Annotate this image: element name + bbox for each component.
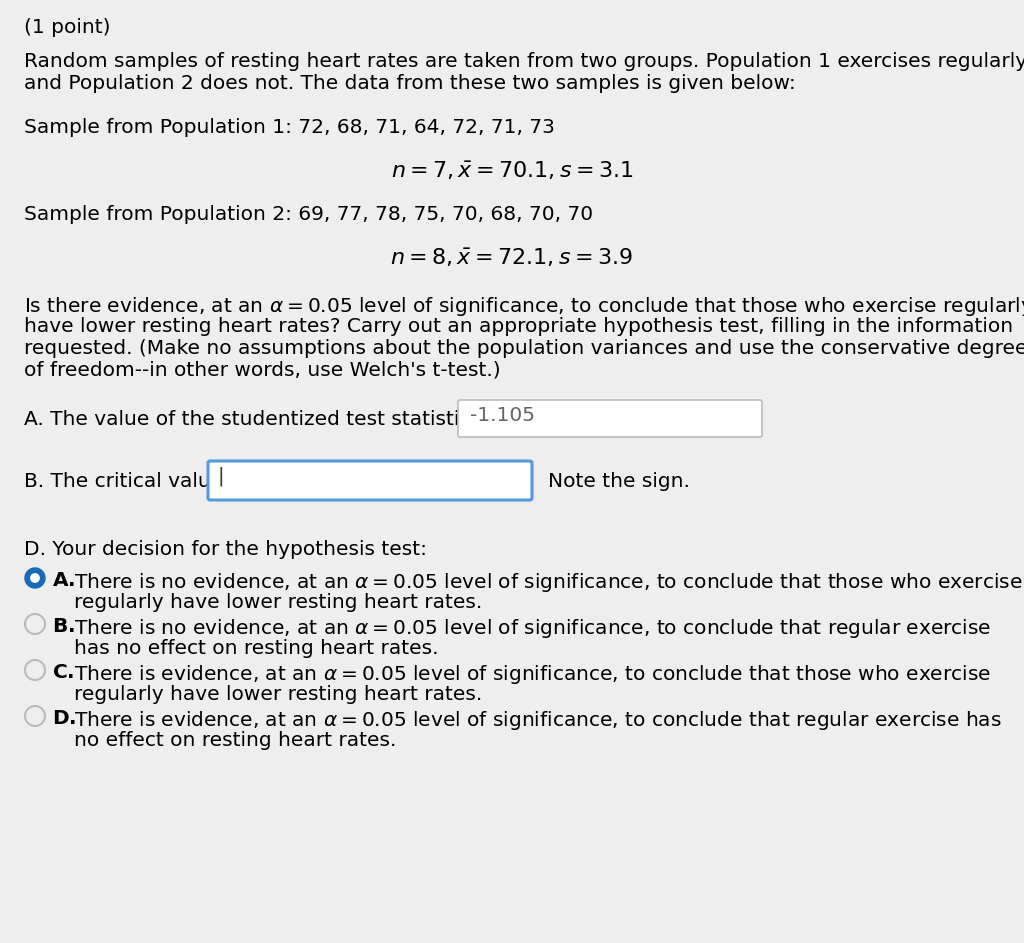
Text: -1.105: -1.105 bbox=[470, 406, 535, 425]
Text: There is no evidence, at an $\alpha = 0.05$ level of significance, to conclude t: There is no evidence, at an $\alpha = 0.… bbox=[74, 617, 991, 640]
Text: B. The critical value:: B. The critical value: bbox=[24, 472, 230, 491]
Text: $\mathbf{C.}$: $\mathbf{C.}$ bbox=[52, 663, 75, 682]
FancyBboxPatch shape bbox=[458, 400, 762, 437]
Text: |: | bbox=[218, 467, 224, 487]
Text: (1 point): (1 point) bbox=[24, 18, 111, 37]
Circle shape bbox=[25, 568, 45, 588]
Text: $n = 7, \bar{x} = 70.1, s = 3.1$: $n = 7, \bar{x} = 70.1, s = 3.1$ bbox=[391, 160, 633, 182]
Text: $\mathbf{D.}$: $\mathbf{D.}$ bbox=[52, 709, 76, 728]
Text: regularly have lower resting heart rates.: regularly have lower resting heart rates… bbox=[74, 593, 482, 612]
Text: There is evidence, at an $\alpha = 0.05$ level of significance, to conclude that: There is evidence, at an $\alpha = 0.05$… bbox=[74, 663, 991, 686]
Text: A. The value of the studentized test statistic:: A. The value of the studentized test sta… bbox=[24, 410, 477, 429]
Text: $n = 8, \bar{x} = 72.1, s = 3.9$: $n = 8, \bar{x} = 72.1, s = 3.9$ bbox=[390, 247, 634, 270]
Text: $\mathbf{B.}$: $\mathbf{B.}$ bbox=[52, 617, 75, 636]
Text: D. Your decision for the hypothesis test:: D. Your decision for the hypothesis test… bbox=[24, 540, 427, 559]
Text: of freedom--in other words, use Welch's t-test.): of freedom--in other words, use Welch's … bbox=[24, 361, 501, 380]
Text: Sample from Population 1: 72, 68, 71, 64, 72, 71, 73: Sample from Population 1: 72, 68, 71, 64… bbox=[24, 118, 555, 137]
FancyBboxPatch shape bbox=[208, 461, 532, 500]
Text: Note the sign.: Note the sign. bbox=[548, 472, 690, 491]
Text: has no effect on resting heart rates.: has no effect on resting heart rates. bbox=[74, 639, 438, 658]
Text: $\mathbf{A.}$: $\mathbf{A.}$ bbox=[52, 571, 75, 590]
Text: requested. (Make no assumptions about the population variances and use the conse: requested. (Make no assumptions about th… bbox=[24, 339, 1024, 358]
Circle shape bbox=[31, 573, 39, 582]
Text: regularly have lower resting heart rates.: regularly have lower resting heart rates… bbox=[74, 685, 482, 704]
Text: Is there evidence, at an $\alpha = 0.05$ level of significance, to conclude that: Is there evidence, at an $\alpha = 0.05$… bbox=[24, 295, 1024, 318]
Text: There is evidence, at an $\alpha = 0.05$ level of significance, to conclude that: There is evidence, at an $\alpha = 0.05$… bbox=[74, 709, 1001, 732]
Text: There is no evidence, at an $\alpha = 0.05$ level of significance, to conclude t: There is no evidence, at an $\alpha = 0.… bbox=[74, 571, 1023, 594]
Text: Sample from Population 2: 69, 77, 78, 75, 70, 68, 70, 70: Sample from Population 2: 69, 77, 78, 75… bbox=[24, 205, 593, 224]
Text: Random samples of resting heart rates are taken from two groups. Population 1 ex: Random samples of resting heart rates ar… bbox=[24, 52, 1024, 71]
Text: have lower resting heart rates? Carry out an appropriate hypothesis test, fillin: have lower resting heart rates? Carry ou… bbox=[24, 317, 1013, 336]
Text: and Population 2 does not. The data from these two samples is given below:: and Population 2 does not. The data from… bbox=[24, 74, 796, 93]
Text: no effect on resting heart rates.: no effect on resting heart rates. bbox=[74, 731, 396, 750]
